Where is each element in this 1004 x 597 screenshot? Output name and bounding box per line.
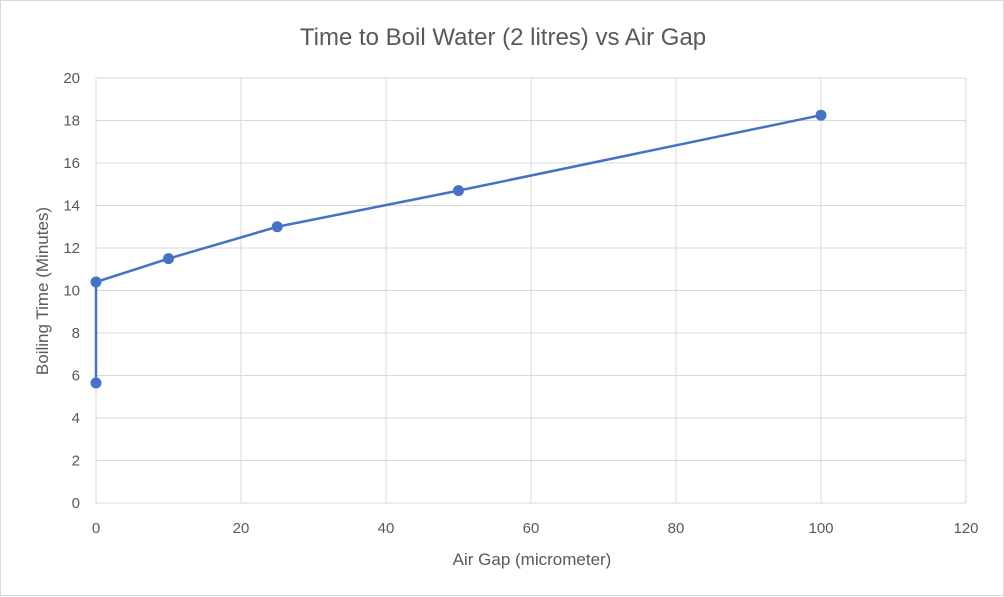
x-axis-ticks: 0 20 40 60 80 100 120 xyxy=(92,520,979,537)
x-tick-label: 0 xyxy=(92,520,100,537)
y-axis-ticks: 0 2 4 6 8 10 12 14 16 18 20 xyxy=(63,70,80,512)
x-tick-label: 20 xyxy=(233,520,250,537)
y-tick-label: 18 xyxy=(63,113,80,130)
data-point xyxy=(163,253,174,265)
data-point xyxy=(90,276,102,288)
series-line xyxy=(94,113,822,383)
x-axis-label: Air Gap (micrometer) xyxy=(453,550,612,569)
y-tick-label: 14 xyxy=(63,198,80,215)
x-tick-label: 120 xyxy=(953,520,978,537)
series-group xyxy=(90,109,827,389)
y-tick-label: 16 xyxy=(63,155,80,172)
data-point xyxy=(90,377,102,389)
chart-title: Time to Boil Water (2 litres) vs Air Gap xyxy=(300,24,706,51)
y-tick-label: 8 xyxy=(72,325,80,342)
y-tick-label: 20 xyxy=(63,70,80,87)
gridlines xyxy=(95,77,967,504)
data-point xyxy=(815,109,827,121)
x-tick-label: 80 xyxy=(668,520,685,537)
data-point xyxy=(453,185,464,197)
x-tick-label: 40 xyxy=(378,520,395,537)
y-tick-label: 0 xyxy=(72,495,80,512)
x-tick-label: 60 xyxy=(523,520,540,537)
data-point xyxy=(271,221,283,233)
y-tick-label: 12 xyxy=(63,240,80,257)
y-tick-label: 4 xyxy=(72,410,80,427)
y-axis-label: Boiling Time (Minutes) xyxy=(33,207,52,375)
y-tick-label: 2 xyxy=(72,453,80,470)
y-tick-label: 10 xyxy=(63,283,80,300)
y-tick-label: 6 xyxy=(72,368,80,385)
x-tick-label: 100 xyxy=(808,520,833,537)
